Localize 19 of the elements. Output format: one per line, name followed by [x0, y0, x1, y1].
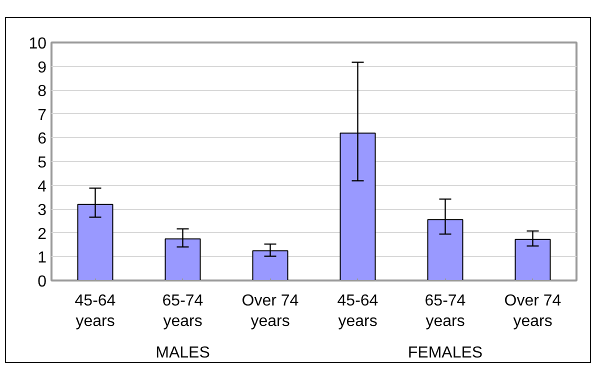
y-tick-label: 2 — [38, 226, 47, 243]
y-tick-label: 5 — [38, 154, 47, 172]
y-tick-label: 10 — [28, 36, 47, 52]
text: MALES — [156, 344, 210, 362]
y-tick-label: 3 — [38, 202, 47, 220]
y-tick-label: 4 — [38, 178, 47, 196]
x-tick-label: 65-74 years — [424, 292, 466, 330]
x-tick-label: 45-64 years — [337, 292, 378, 330]
x-tick-label: Over 74 years — [504, 292, 562, 330]
x-tick-label: Over 74 years — [242, 292, 299, 330]
y-tick-label: 9 — [38, 59, 47, 76]
y-tick-label: 7 — [38, 106, 47, 124]
x-tick-label: 45-64 years — [74, 292, 116, 330]
text: FEMALES — [408, 344, 483, 362]
y-tick-label: 0 — [38, 274, 47, 290]
x-tick-label: 65-74 years — [162, 292, 204, 330]
y-tick-label: 1 — [38, 250, 47, 267]
y-tick-label: 8 — [38, 83, 47, 100]
y-tick-label: 6 — [38, 130, 47, 148]
